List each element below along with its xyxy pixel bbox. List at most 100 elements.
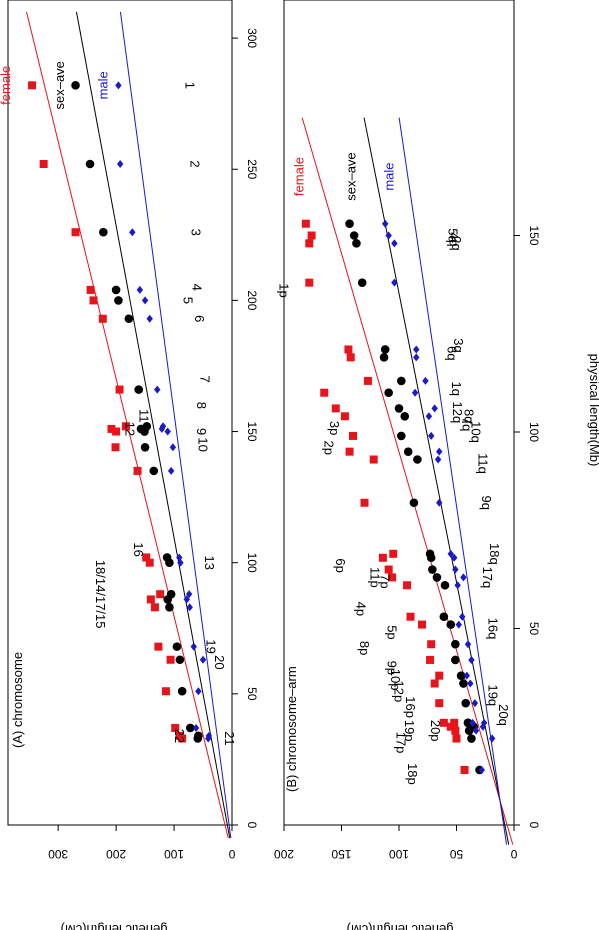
point-male	[452, 565, 459, 574]
y-tick-label: 100	[389, 847, 409, 861]
point-male	[411, 388, 419, 397]
point-male	[382, 219, 389, 228]
point-sex-ave	[428, 565, 437, 574]
x-tick-label: 100	[245, 553, 259, 573]
point-male	[385, 231, 392, 240]
point-sex-ave	[397, 376, 406, 386]
y-tick-label: 200	[106, 847, 126, 861]
point-male	[434, 455, 442, 464]
point-label: 6	[192, 315, 207, 322]
point-female	[320, 388, 329, 397]
y-tick-label: 300	[48, 847, 68, 861]
point-sex-ave	[163, 595, 172, 604]
y-tick-label: 0	[228, 847, 235, 861]
point-label: 17q	[480, 567, 495, 589]
point-sex-ave	[172, 642, 182, 651]
point-sex-ave	[149, 466, 159, 476]
point-label: 8	[194, 402, 209, 409]
point-male	[183, 595, 190, 604]
point-label: 2q	[449, 236, 464, 250]
point-sex-ave	[357, 278, 367, 287]
point-label: 18p	[405, 763, 420, 785]
point-sex-ave	[165, 558, 174, 567]
point-male	[167, 466, 175, 475]
point-sex-ave	[384, 388, 393, 398]
point-male	[413, 345, 420, 354]
point-sex-ave	[352, 239, 361, 248]
point-label: 10q	[468, 421, 483, 443]
point-sex-ave	[456, 671, 466, 680]
x-tick-label: 50	[527, 622, 541, 636]
point-sex-ave	[71, 81, 80, 90]
x-tick-label: 300	[245, 28, 259, 48]
point-male	[479, 722, 487, 731]
point-male	[468, 655, 475, 664]
point-male	[425, 412, 433, 421]
point-male	[467, 679, 474, 688]
point-female	[154, 642, 163, 651]
point-female	[156, 590, 165, 599]
point-female	[430, 679, 439, 688]
point-sex-ave	[175, 655, 185, 665]
point-female	[346, 353, 355, 362]
point-male	[176, 553, 183, 562]
point-label: 9p	[385, 661, 400, 675]
point-sex-ave	[409, 498, 419, 508]
point-label: 1p	[276, 283, 291, 297]
panel-a-title: (A) chromosome	[10, 652, 25, 748]
x-tick-label: 50	[245, 687, 259, 701]
point-sex-ave	[403, 447, 413, 456]
point-label: 6p	[333, 558, 348, 572]
point-male	[192, 723, 200, 732]
point-female	[340, 412, 349, 421]
point-male	[451, 553, 458, 562]
point-male	[190, 642, 197, 651]
point-female	[86, 285, 95, 294]
x-tick-label: 0	[527, 822, 541, 829]
point-sex-ave	[467, 734, 476, 743]
point-label: 16q	[486, 618, 501, 640]
point-sex-ave	[134, 385, 144, 394]
point-male	[447, 549, 454, 558]
point-male	[195, 687, 202, 696]
point-male	[391, 239, 398, 248]
legend-label-sex-ave: sex–ave	[343, 152, 358, 200]
point-label: 20p	[428, 720, 443, 742]
point-label: 10p	[388, 669, 403, 691]
point-sex-ave	[439, 612, 449, 622]
point-label: 5	[180, 297, 195, 304]
point-sex-ave	[85, 159, 95, 169]
point-female	[349, 431, 357, 440]
y-tick-label: 100	[164, 847, 184, 861]
point-female	[133, 466, 142, 475]
point-male	[391, 278, 398, 287]
point-male	[463, 671, 471, 680]
point-female	[305, 278, 314, 287]
point-label: 5p	[385, 625, 400, 639]
point-sex-ave	[459, 679, 468, 688]
point-male	[136, 285, 144, 294]
point-sex-ave	[397, 431, 406, 441]
point-sex-ave	[177, 686, 187, 696]
point-sex-ave	[461, 698, 471, 708]
point-label: 8p	[357, 641, 372, 655]
point-female	[406, 612, 415, 621]
point-male	[164, 427, 171, 436]
point-label: 1	[183, 82, 198, 89]
point-label: 7	[198, 375, 213, 382]
point-label: 22	[172, 729, 187, 743]
point-label: 20q	[496, 704, 511, 726]
point-female	[331, 404, 340, 413]
point-sex-ave	[446, 620, 456, 629]
point-label: 19	[204, 639, 219, 653]
point-male	[471, 699, 479, 708]
point-label: 11p	[367, 567, 382, 588]
point-label: 10	[195, 437, 210, 451]
point-sex-ave	[380, 345, 390, 354]
point-female	[451, 726, 460, 735]
point-label: 18q	[487, 543, 502, 565]
point-female	[171, 723, 180, 732]
point-label: 4p	[353, 602, 368, 616]
point-label: 11q	[475, 453, 490, 474]
